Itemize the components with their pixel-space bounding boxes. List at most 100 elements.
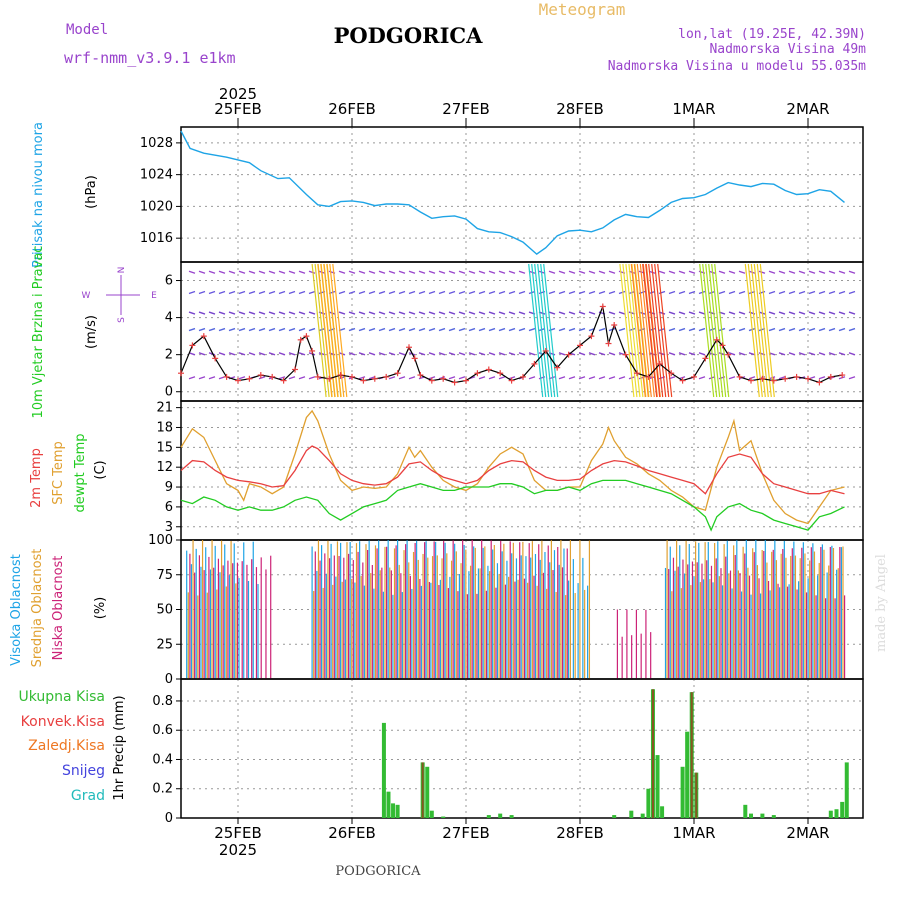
wind-arrow: [478, 270, 486, 274]
y-tick-label: 1016: [140, 231, 173, 246]
wind-arrow: [398, 352, 406, 356]
y-tick-label: 1020: [140, 199, 173, 214]
wind-arrow: [808, 270, 816, 274]
wind-arrow: [388, 270, 396, 274]
wind-arrow: [548, 270, 556, 274]
high-cloud-axis-label: Visoka Oblacnost: [9, 554, 24, 666]
wind-arrow: [398, 376, 406, 380]
wind-arrow: [448, 376, 456, 380]
wind-arrow: [498, 376, 506, 380]
wind-arrow: [728, 352, 736, 356]
compass-north: N: [117, 267, 127, 274]
wind-arrow: [818, 327, 826, 332]
wind-arrow: [368, 311, 376, 315]
wind-arrow: [578, 327, 586, 332]
wind-arrow: [608, 376, 616, 380]
wind-arrow: [468, 290, 476, 295]
wind-arrow: [568, 327, 576, 332]
wind-arrow: [588, 376, 596, 380]
x-tick-label-bottom: 27FEB: [442, 824, 489, 842]
wind-arrow: [278, 327, 286, 332]
x-tick-label-top: 26FEB: [328, 100, 375, 118]
wind-gust-streak: [753, 263, 769, 398]
sfc-temp-line: [180, 409, 845, 525]
wind-arrow: [408, 327, 416, 332]
wind-arrow: [608, 290, 616, 295]
precip-bar-total: [685, 731, 690, 818]
year-bottom: 2025: [219, 841, 257, 859]
wind-arrow: [528, 376, 536, 380]
y-tick-label: 1028: [140, 136, 173, 151]
wind-arrow: [478, 352, 486, 356]
wind-arrow: [558, 270, 566, 274]
wind-arrow: [218, 270, 226, 274]
wind-arrow: [618, 376, 626, 380]
temp-unit-label: (C): [93, 460, 108, 479]
x-tick-label-bottom: 2MAR: [786, 824, 829, 842]
wind-arrow: [788, 352, 796, 356]
wind-arrow: [498, 311, 506, 315]
wind-arrow: [438, 376, 446, 380]
wind-arrow: [378, 290, 386, 295]
wind-arrow: [548, 327, 556, 332]
wind-gust-streak: [750, 263, 766, 398]
wind-arrow: [738, 327, 746, 332]
elevation-text: Nadmorska Visina 49m: [709, 42, 866, 57]
wind-arrow: [358, 311, 366, 315]
x-tick-label-top: 25FEB: [214, 100, 261, 118]
wind-arrow: [498, 290, 506, 295]
wind-arrow: [488, 270, 496, 274]
wind-arrow: [498, 327, 506, 332]
wind-arrow: [278, 270, 286, 274]
wind-gust-streak: [705, 263, 721, 398]
wind-arrow: [438, 327, 446, 332]
precip-bar-total: [840, 801, 845, 818]
wind-arrow: [678, 270, 686, 274]
wind-arrow: [418, 270, 426, 274]
wind-gust-streak: [645, 263, 661, 398]
wind-arrow: [508, 290, 516, 295]
wind-arrow: [368, 352, 376, 356]
wind-arrow: [488, 290, 496, 295]
wind-gust-streak: [323, 263, 339, 398]
wind-arrow: [348, 290, 356, 295]
plot-area: 1016102010241028024636912151821025507510…: [140, 100, 864, 842]
wind-arrow: [428, 290, 436, 295]
precip-bar-convective: [695, 772, 698, 818]
wind-arrow: [188, 311, 196, 315]
wind-arrow: [348, 270, 356, 274]
wind-arrow: [548, 290, 556, 295]
wind-arrow: [248, 270, 256, 274]
wind-arrow: [828, 376, 836, 380]
x-tick-label-bottom: 26FEB: [328, 824, 375, 842]
wind-arrow: [688, 311, 696, 315]
wind-arrow: [818, 270, 826, 274]
wind-arrow: [568, 290, 576, 295]
wind-arrow: [718, 290, 726, 295]
wind-arrow: [558, 290, 566, 295]
wind-arrow: [778, 290, 786, 295]
wind-arrow: [248, 352, 256, 356]
mid-cloud-axis-label: Srednja Oblacnost: [30, 549, 45, 668]
wind-arrow: [278, 311, 286, 315]
wind-arrow: [578, 352, 586, 356]
y-tick-label: 50: [156, 603, 173, 618]
precip-bar-total: [429, 810, 434, 818]
wind-arrow: [768, 327, 776, 332]
wind-arrow: [398, 290, 406, 295]
wind-arrow: [598, 270, 606, 274]
wind-arrow: [198, 311, 206, 315]
wind-arrow: [608, 352, 616, 356]
wind-gust-streak: [642, 263, 658, 398]
low-cloud-axis-label: Niska Oblacnost: [51, 556, 66, 661]
wind-arrow: [308, 270, 316, 274]
panel-cloud: 0 25 50 75 100: [148, 533, 864, 687]
wind-arrow: [468, 327, 476, 332]
y-tick-label: 0: [165, 385, 173, 400]
wind-arrow: [808, 327, 816, 332]
wind-arrow: [658, 270, 666, 274]
legend-hail: Grad: [71, 788, 105, 804]
wind-arrow: [418, 290, 426, 295]
wind-arrow: [248, 290, 256, 295]
wind-arrow: [518, 311, 526, 315]
